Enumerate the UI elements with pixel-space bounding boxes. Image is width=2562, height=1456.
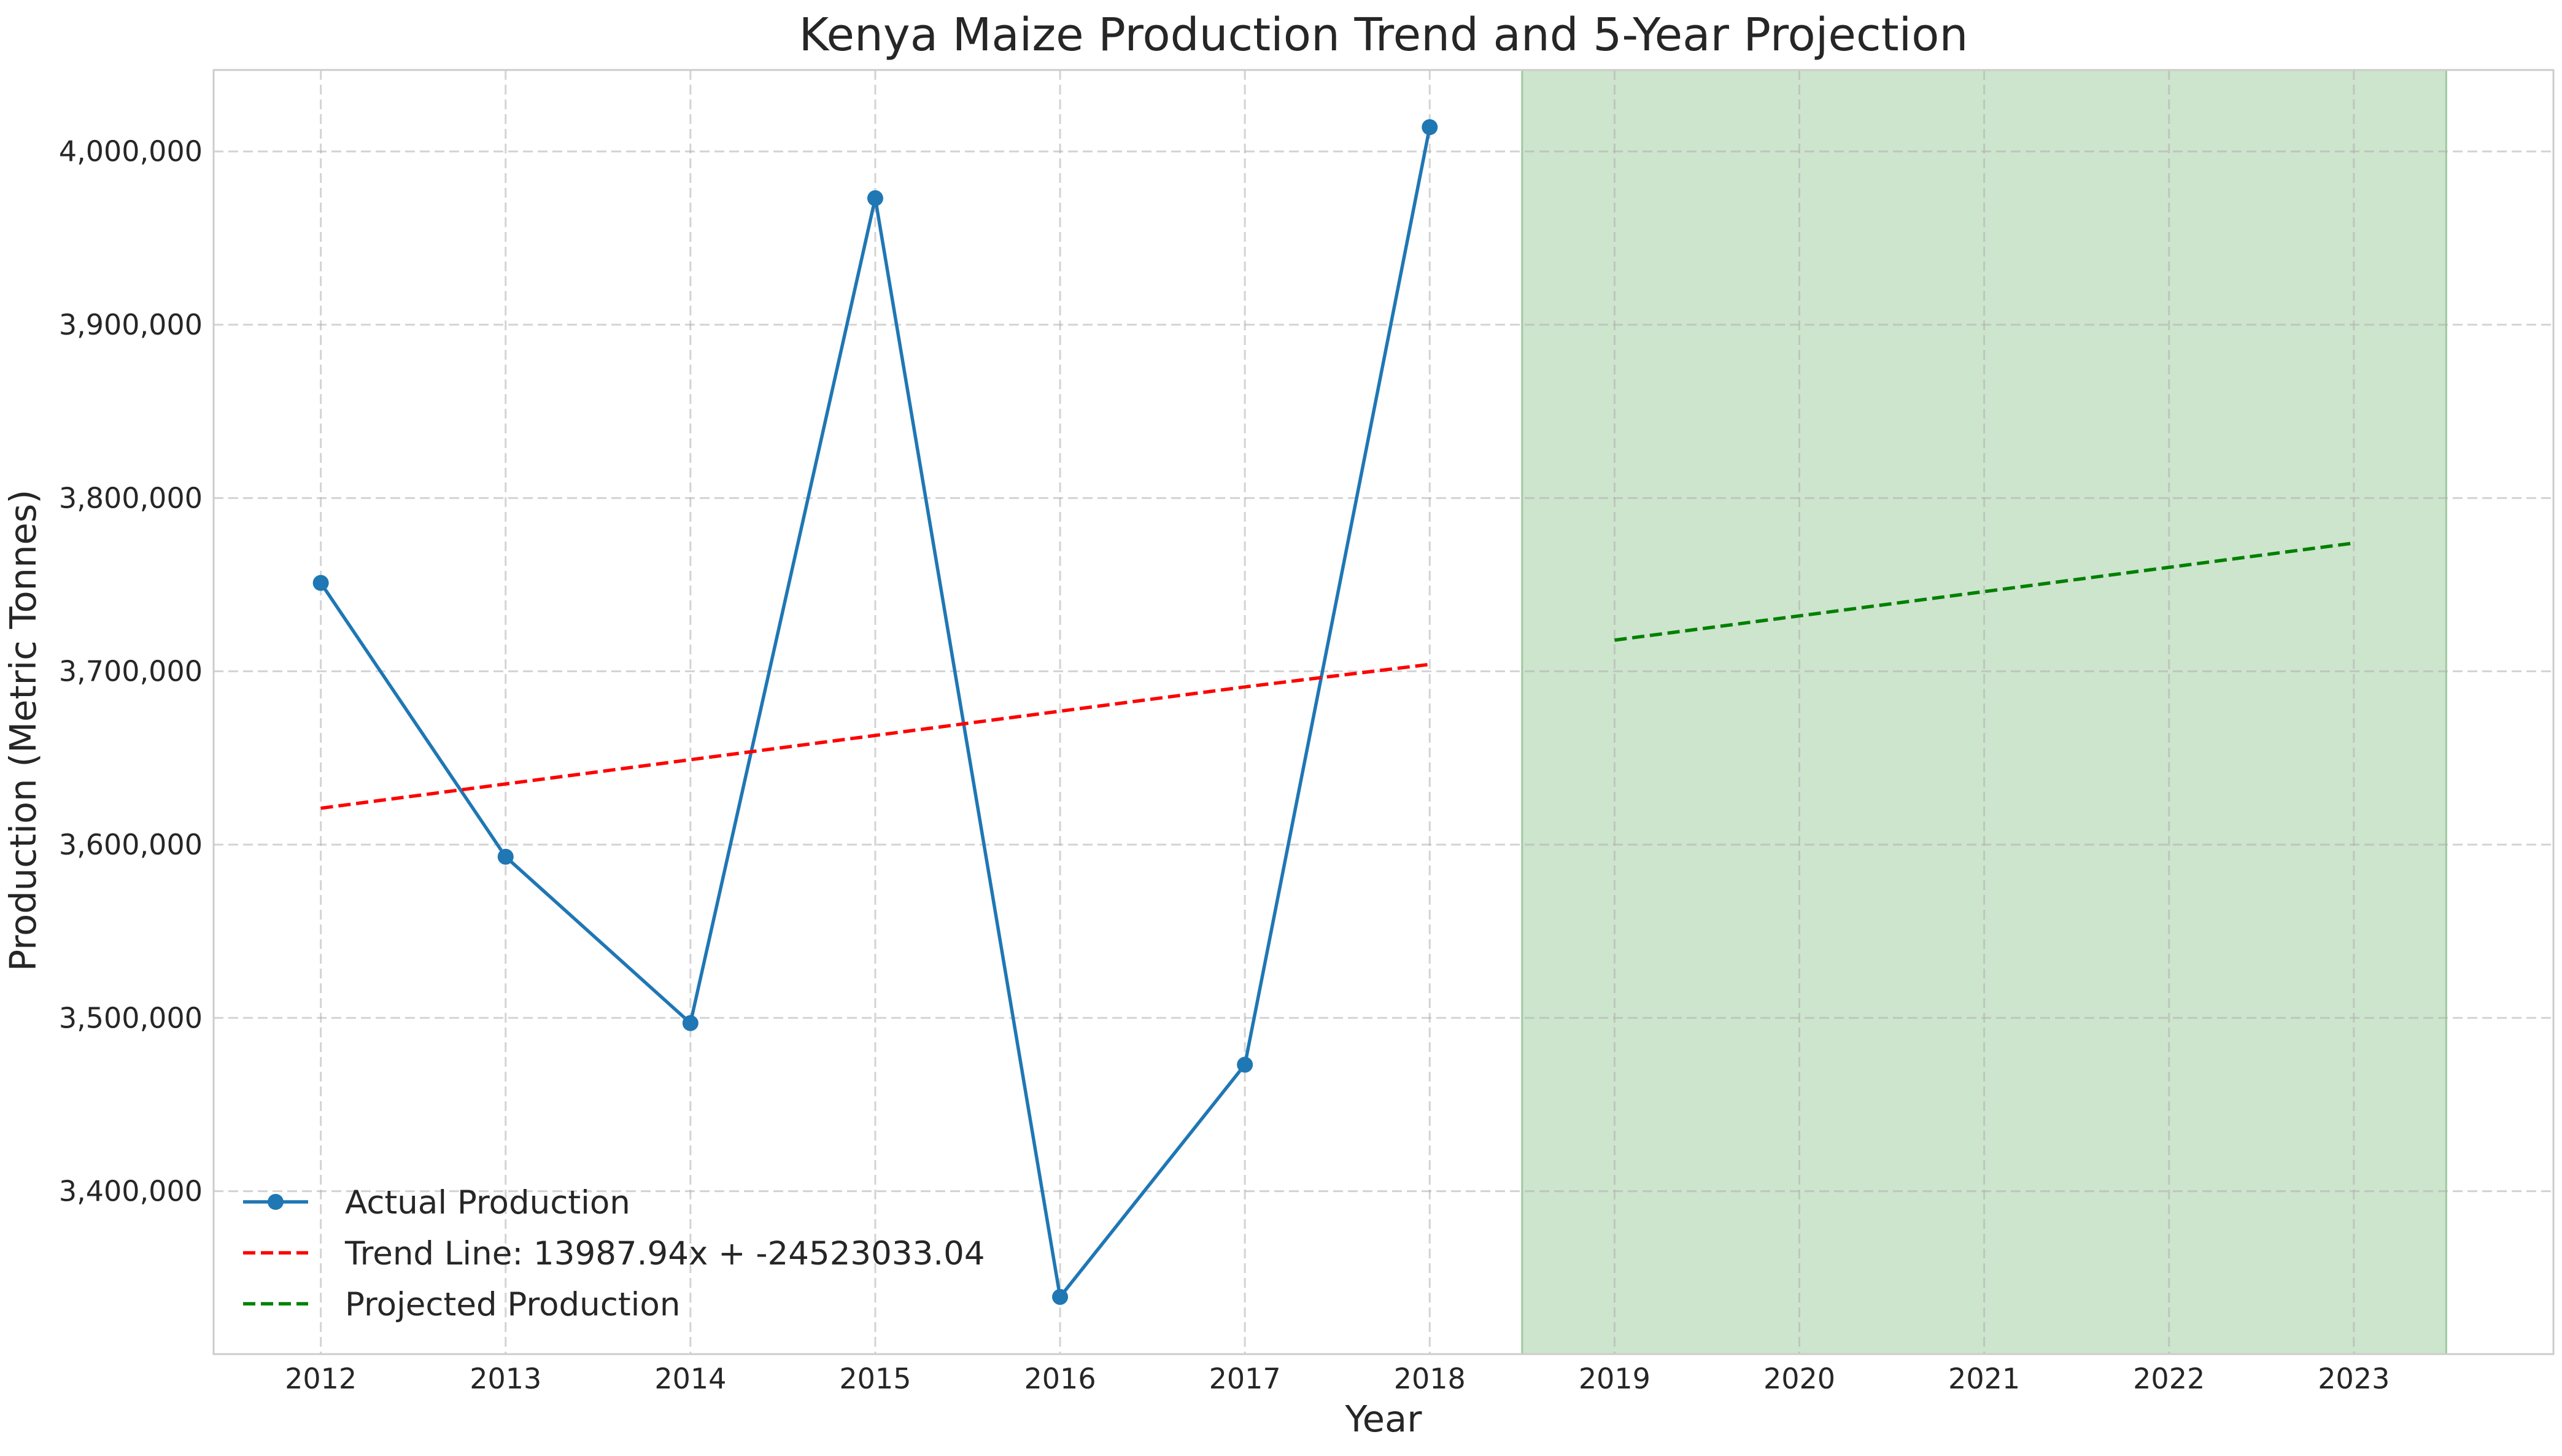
data-point	[682, 1015, 699, 1031]
plot-frame	[212, 69, 2555, 1355]
y-tick-label: 3,700,000	[59, 655, 203, 688]
legend-label-2: Trend Line: 13987.94x + -24523033.04	[344, 1235, 985, 1272]
y-tick-label: 3,500,000	[59, 1001, 203, 1034]
x-tick-label: 2018	[1394, 1362, 1466, 1395]
x-tick-label: 2017	[1209, 1362, 1281, 1395]
x-tick-label: 2013	[470, 1362, 541, 1395]
legend: Actual Production Trend Line: 13987.94x +…	[243, 1184, 985, 1323]
x-tick-label: 2020	[1763, 1362, 1835, 1395]
legend-marker	[268, 1194, 284, 1210]
y-tick-label: 3,600,000	[59, 828, 203, 861]
y-tick-label: 4,000,000	[59, 135, 203, 168]
x-axis-label: Year	[1345, 1398, 1423, 1440]
y-tick-label: 3,900,000	[59, 308, 203, 341]
x-tick-label: 2016	[1024, 1362, 1096, 1395]
x-tick-label: 2022	[2133, 1362, 2205, 1395]
x-tick-label: 2021	[1948, 1362, 2020, 1395]
y-axis-label: Production (Metric Tonnes)	[2, 490, 44, 972]
legend-label-3: Projected Production	[345, 1286, 680, 1323]
data-point	[1422, 119, 1438, 136]
plot-area: 2012 2013 2014 2015 2016 2017 2018 2019 2020 2021…	[59, 69, 2555, 1395]
data-point	[1052, 1288, 1069, 1305]
x-tick-label: 2012	[285, 1362, 357, 1395]
data-point	[312, 575, 329, 591]
x-tick-label: 2019	[1579, 1362, 1651, 1395]
data-point	[497, 848, 514, 865]
data-point	[1237, 1056, 1253, 1073]
chart-title: Kenya Maize Production Trend and 5-Year …	[799, 9, 1968, 61]
x-tick-label: 2015	[839, 1362, 911, 1395]
x-tick-label: 2014	[654, 1362, 726, 1395]
legend-label-1: Actual Production	[345, 1184, 630, 1222]
data-point	[867, 190, 883, 206]
y-tick-label: 3,400,000	[59, 1175, 203, 1208]
x-tick-label: 2023	[2318, 1362, 2390, 1395]
y-tick-label: 3,800,000	[59, 481, 203, 514]
series-line-2	[320, 662, 1430, 810]
